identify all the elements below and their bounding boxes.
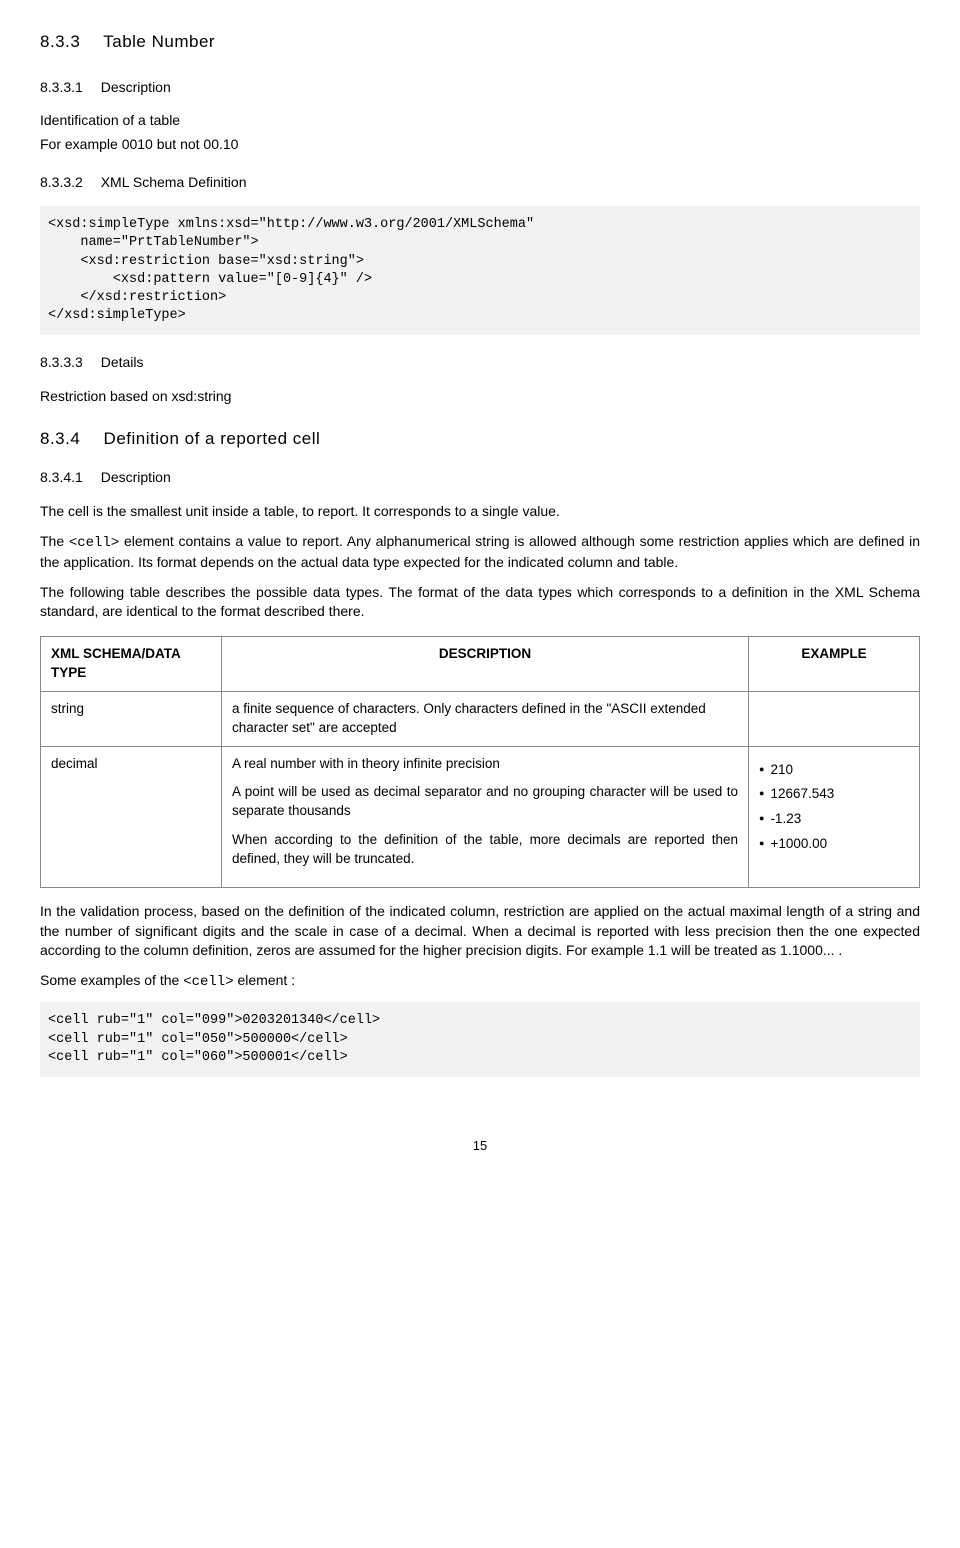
code-block-xsd: <xsd:simpleType xmlns:xsd="http://www.w3… xyxy=(40,206,920,335)
code-block-cell-examples: <cell rub="1" col="099">0203201340</cell… xyxy=(40,1002,920,1077)
heading-8-3-4-1: 8.3.4.1 Description xyxy=(40,468,920,488)
table-header: DESCRIPTION xyxy=(222,637,749,692)
data-types-table: XML SCHEMA/DATA TYPE DESCRIPTION EXAMPLE… xyxy=(40,636,920,888)
paragraph: The following table describes the possib… xyxy=(40,583,920,622)
text-fragment: The xyxy=(40,533,69,549)
table-cell-example: 210 12667.543 -1.23 +1000.00 xyxy=(749,746,920,887)
example-item: -1.23 xyxy=(759,810,909,829)
example-item: 210 xyxy=(759,761,909,780)
heading-number: 8.3.3.1 xyxy=(40,79,83,95)
heading-number: 8.3.3.3 xyxy=(40,354,83,370)
heading-title: Description xyxy=(101,469,171,485)
table-cell-type: decimal xyxy=(41,746,222,887)
example-item: +1000.00 xyxy=(759,835,909,854)
text-fragment: element : xyxy=(234,972,295,988)
text-fragment: element contains a value to report. Any … xyxy=(40,533,920,571)
table-cell-example xyxy=(749,691,920,746)
heading-8-3-3-2: 8.3.3.2 XML Schema Definition xyxy=(40,173,920,193)
heading-8-3-3-1: 8.3.3.1 Description xyxy=(40,78,920,98)
heading-number: 8.3.4 xyxy=(40,429,80,448)
heading-number: 8.3.4.1 xyxy=(40,469,83,485)
page-number: 15 xyxy=(40,1137,920,1155)
heading-8-3-3: 8.3.3 Table Number xyxy=(40,30,920,54)
example-list: 210 12667.543 -1.23 +1000.00 xyxy=(759,761,909,855)
paragraph: The cell is the smallest unit inside a t… xyxy=(40,502,920,522)
paragraph: The <cell> element contains a value to r… xyxy=(40,532,920,573)
inline-code: <cell> xyxy=(183,974,233,990)
table-row: decimal A real number with in theory inf… xyxy=(41,746,920,887)
heading-8-3-4: 8.3.4 Definition of a reported cell xyxy=(40,427,920,451)
desc-line: A real number with in theory infinite pr… xyxy=(232,755,738,774)
inline-code: <cell> xyxy=(69,535,119,551)
heading-title: XML Schema Definition xyxy=(101,174,247,190)
paragraph: Identification of a table xyxy=(40,111,920,131)
table-header: XML SCHEMA/DATA TYPE xyxy=(41,637,222,692)
heading-8-3-3-3: 8.3.3.3 Details xyxy=(40,353,920,373)
heading-title: Table Number xyxy=(103,32,215,51)
heading-title: Description xyxy=(101,79,171,95)
heading-number: 8.3.3 xyxy=(40,32,80,51)
paragraph: Restriction based on xsd:string xyxy=(40,387,920,407)
text-fragment: Some examples of the xyxy=(40,972,183,988)
table-header: EXAMPLE xyxy=(749,637,920,692)
paragraph: In the validation process, based on the … xyxy=(40,902,920,961)
desc-line: A point will be used as decimal separato… xyxy=(232,783,738,821)
example-item: 12667.543 xyxy=(759,785,909,804)
desc-line: When according to the definition of the … xyxy=(232,831,738,869)
paragraph: For example 0010 but not 00.10 xyxy=(40,135,920,155)
paragraph: Some examples of the <cell> element : xyxy=(40,971,920,993)
table-row: string a finite sequence of characters. … xyxy=(41,691,920,746)
heading-number: 8.3.3.2 xyxy=(40,174,83,190)
heading-title: Details xyxy=(101,354,144,370)
heading-title: Definition of a reported cell xyxy=(104,429,321,448)
table-header-row: XML SCHEMA/DATA TYPE DESCRIPTION EXAMPLE xyxy=(41,637,920,692)
table-cell-desc: A real number with in theory infinite pr… xyxy=(222,746,749,887)
table-cell-type: string xyxy=(41,691,222,746)
table-cell-desc: a finite sequence of characters. Only ch… xyxy=(222,691,749,746)
